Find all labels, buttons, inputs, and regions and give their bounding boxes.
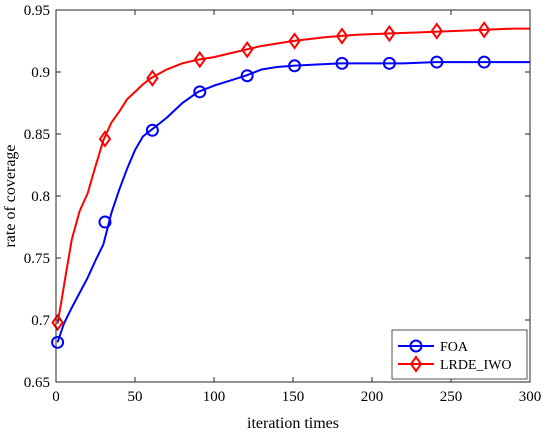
y-axis-label: rate of coverage [2, 144, 19, 247]
x-tick-label: 150 [282, 389, 305, 405]
data-point-foa [240, 69, 254, 83]
data-point-lrde-iwo [477, 21, 491, 39]
data-point-lrde-iwo [240, 40, 254, 59]
data-point-lrde-iwo [288, 32, 301, 50]
data-point-foa [477, 55, 491, 69]
x-axis: 0 50 100 150 200 250 300 [52, 10, 541, 405]
data-point-foa [145, 123, 159, 137]
x-tick-label: 50 [128, 389, 143, 405]
plot-markers [51, 21, 491, 349]
data-point-lrde-iwo [383, 24, 396, 43]
legend-box [391, 329, 528, 380]
legend-label-foa: FOA [440, 340, 469, 355]
data-point-foa [288, 59, 302, 73]
x-axis-label: iteration times [247, 415, 339, 432]
data-point-lrde-iwo [335, 27, 349, 45]
series-line-foa [56, 61, 530, 343]
x-tick-label: 250 [440, 389, 463, 405]
x-tick-label: 300 [519, 389, 542, 405]
data-point-lrde-iwo [430, 22, 444, 40]
y-tick-label: 0.8 [31, 189, 50, 205]
legend-label-lrde-iwo: LRDE_IWO [440, 358, 512, 373]
data-point-foa [430, 55, 444, 69]
data-point-foa [382, 56, 396, 70]
data-point-foa [51, 335, 65, 349]
legend-marker-lrde-iwo [409, 355, 423, 373]
data-point-foa [193, 85, 207, 99]
y-tick-label: 0.9 [31, 65, 50, 81]
y-tick-label: 0.65 [24, 375, 50, 391]
y-tick-label: 0.75 [24, 251, 50, 267]
y-tick-label: 0.95 [24, 3, 50, 19]
legend-marker-foa [409, 339, 423, 353]
data-point-foa [98, 215, 112, 229]
x-tick-label: 0 [52, 389, 60, 405]
data-point-lrde-iwo [98, 130, 112, 148]
data-point-foa [335, 56, 349, 70]
y-tick-label: 0.7 [31, 313, 50, 329]
legend: FOA LRDE_IWO [391, 329, 528, 380]
x-tick-label: 200 [361, 389, 384, 405]
y-axis: 0.65 0.7 0.75 0.8 0.85 0.9 0.95 [24, 3, 530, 391]
x-tick-label: 100 [203, 389, 226, 405]
y-tick-label: 0.85 [24, 127, 50, 143]
data-point-lrde-iwo [146, 69, 159, 87]
data-point-lrde-iwo [193, 50, 207, 69]
